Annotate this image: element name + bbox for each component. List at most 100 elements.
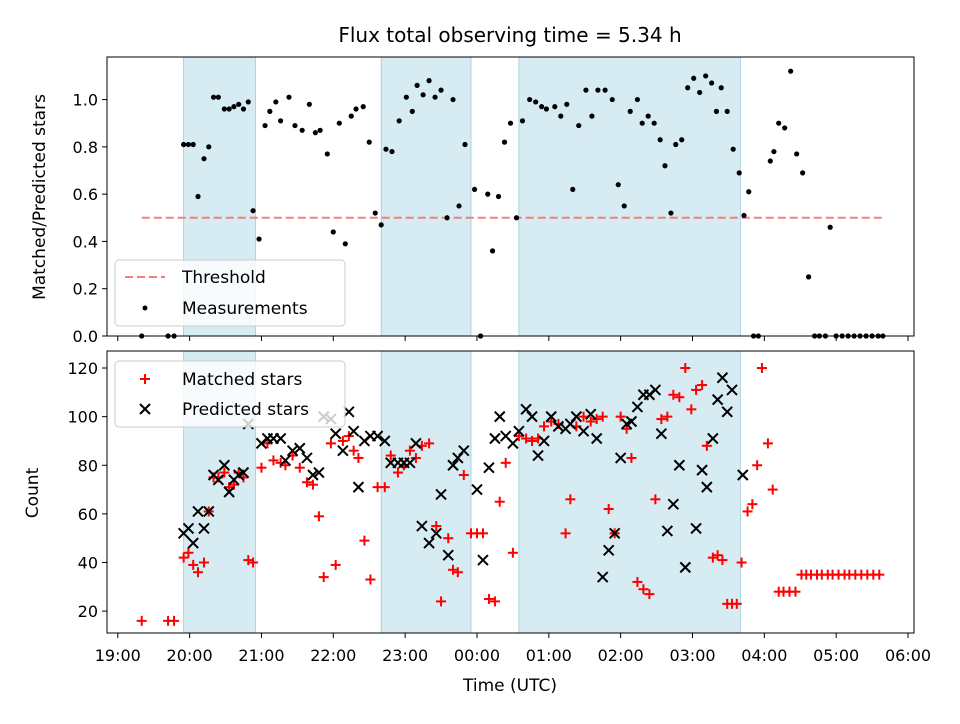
- predicted-star-point: [435, 488, 447, 501]
- predicted-star-point: [329, 427, 342, 440]
- matched-star-point: [443, 533, 454, 544]
- measurement-point: [245, 99, 251, 105]
- measurement-point: [794, 151, 800, 157]
- x-b: [379, 435, 391, 447]
- x-b: [404, 457, 416, 469]
- x-tick-label: 02:00: [598, 646, 644, 665]
- measurement-point: [378, 222, 384, 228]
- measurement-point: [595, 87, 601, 93]
- matched-star-point: [301, 477, 312, 488]
- legend-matched-swatch: [140, 374, 150, 384]
- measurement-point: [306, 101, 312, 107]
- matched-star-point: [198, 557, 209, 568]
- matched-star-point: [330, 559, 341, 570]
- matched-star-point: [507, 547, 518, 558]
- matched-star-point: [489, 596, 500, 607]
- predicted-star-point: [274, 432, 287, 445]
- measurement-point: [206, 144, 212, 150]
- matched-star-point: [650, 494, 661, 505]
- x-tick-label: 06:00: [885, 646, 931, 665]
- x-b: [347, 425, 360, 437]
- x-b: [442, 549, 454, 561]
- matched-star-point: [385, 450, 396, 461]
- matched-star-point: [585, 416, 596, 427]
- measurement-point: [634, 96, 641, 103]
- bottom-panel: 20 40 60 80 100 120 19:00 20:00 21:00 22:00 23:00…: [23, 350, 931, 696]
- measurement-point: [697, 89, 703, 96]
- matched-star-point: [436, 596, 447, 607]
- measurement-point: [372, 210, 378, 216]
- matched-star-point: [268, 455, 279, 466]
- measurement-point: [267, 108, 273, 114]
- measurement-point: [668, 210, 674, 216]
- measurement-point: [513, 215, 520, 221]
- predicted-star-point: [223, 486, 235, 498]
- measurement-point: [420, 92, 426, 98]
- matched-star-point: [424, 438, 435, 449]
- x-tick-label: 00:00: [454, 646, 500, 665]
- legend-predicted-label: Predicted stars: [182, 400, 309, 420]
- x-b: [182, 522, 195, 535]
- shaded-interval: [380, 350, 472, 634]
- measurement-point: [730, 146, 736, 152]
- x-b: [520, 403, 532, 416]
- matched-star-point: [762, 438, 773, 449]
- top-panel: 0.0 0.2 0.4 0.6 0.8 1.0 Matched/Predicted sta…: [30, 56, 915, 346]
- matched-star-point: [262, 438, 273, 449]
- x-b: [187, 537, 199, 549]
- measurement-point: [450, 96, 456, 103]
- x-b: [649, 384, 662, 396]
- matched-star-point: [731, 598, 742, 609]
- matched-star-point: [742, 506, 753, 517]
- predicted-star-point: [538, 435, 550, 447]
- x-b: [737, 469, 749, 481]
- matched-star-point: [697, 380, 708, 391]
- predicted-star-point: [423, 537, 435, 549]
- measurement-point: [746, 189, 752, 195]
- matched-star-point: [527, 435, 538, 446]
- measurement-point: [215, 94, 221, 100]
- measurement-point: [501, 139, 508, 145]
- y-tick-label: 80: [78, 456, 98, 475]
- figure-title: Flux total observing time = 5.34 h: [338, 23, 681, 47]
- matched-star-point: [477, 528, 488, 539]
- matched-star-point: [219, 467, 230, 478]
- x-b: [625, 415, 638, 428]
- matched-star-point: [494, 496, 505, 507]
- measurement-point: [353, 106, 359, 112]
- matched-star-point: [632, 576, 643, 587]
- y-tick-label: 40: [78, 554, 98, 573]
- measurement-point: [564, 101, 570, 107]
- x-b: [602, 544, 615, 557]
- measurement-point: [767, 158, 773, 164]
- x-b: [294, 442, 306, 454]
- predicted-star-point: [721, 406, 733, 418]
- predicted-star-point: [442, 549, 454, 561]
- predicted-star-point: [532, 449, 544, 462]
- x-b: [337, 444, 349, 457]
- predicted-star-point: [577, 425, 590, 437]
- measurement-point: [718, 85, 724, 91]
- predicted-star-point: [513, 425, 525, 437]
- matched-star-point: [712, 550, 723, 561]
- predicted-star-point: [545, 410, 557, 423]
- measurement-point: [673, 141, 679, 148]
- x-b: [329, 427, 342, 440]
- predicted-star-point: [352, 481, 365, 493]
- measurement-point: [210, 94, 217, 100]
- predicted-star-point: [416, 520, 428, 532]
- y-tick-label: 0.4: [73, 232, 98, 251]
- x-b: [416, 520, 428, 532]
- measurement-point: [201, 156, 207, 162]
- matched-star-point: [483, 593, 494, 604]
- x-b: [631, 401, 644, 413]
- measurement-point: [651, 120, 657, 126]
- matched-star-point: [337, 435, 348, 446]
- x-b: [212, 474, 225, 486]
- predicted-star-point: [649, 384, 662, 396]
- x-b: [507, 437, 519, 450]
- measurement-point: [256, 236, 262, 242]
- matched-star-point: [410, 452, 421, 463]
- y-tick-label: 100: [67, 408, 98, 427]
